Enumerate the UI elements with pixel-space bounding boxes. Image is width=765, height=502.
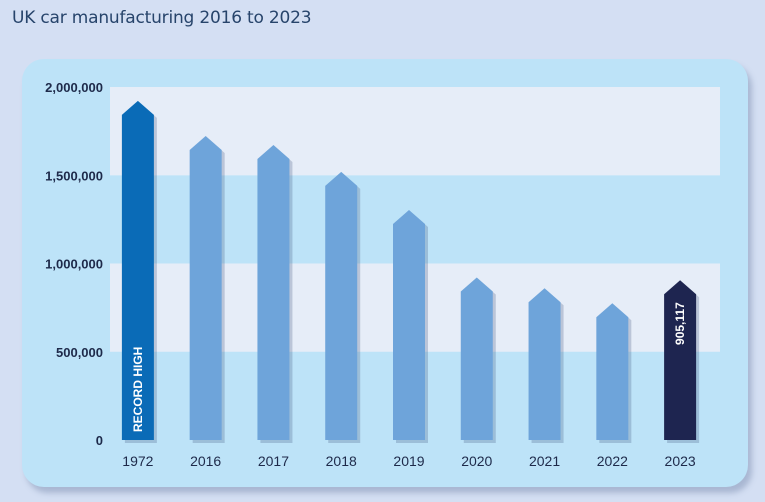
bars: RECORD HIGH 905,117 — [121, 100, 700, 444]
x-tick-label: 2022 — [597, 453, 628, 469]
chart-title: UK car manufacturing 2016 to 2023 — [12, 8, 312, 28]
bar-2020 — [460, 277, 493, 440]
y-tick-label: 1,500,000 — [45, 168, 103, 183]
y-axis-ticks: 0 500,000 1,000,000 1,500,000 2,000,000 — [45, 80, 103, 448]
x-axis-labels: 1972 2016 2017 2018 2019 2020 2021 2022 2023 — [122, 453, 696, 469]
bar-2016 — [189, 135, 222, 441]
bar-2018 — [325, 171, 358, 440]
bar-annotation: 905,117 — [673, 302, 687, 345]
y-tick-label: 2,000,000 — [45, 80, 103, 95]
x-tick-label: 2019 — [393, 453, 424, 469]
y-tick-label: 1,000,000 — [45, 257, 103, 272]
bar-2022 — [596, 303, 629, 440]
bar-1972 — [121, 100, 154, 440]
bar-2019 — [393, 209, 425, 440]
x-tick-label: 2016 — [190, 453, 221, 469]
x-tick-label: 2017 — [258, 453, 289, 469]
x-tick-label: 1972 — [122, 453, 153, 469]
bar-2023 — [664, 280, 697, 440]
bar-annotation: RECORD HIGH — [131, 347, 145, 432]
x-tick-label: 2018 — [326, 453, 357, 469]
y-tick-label: 500,000 — [56, 345, 103, 360]
x-tick-label: 2020 — [461, 453, 492, 469]
x-tick-label: 2021 — [529, 453, 560, 469]
y-tick-label: 0 — [96, 433, 103, 448]
x-tick-label: 2023 — [665, 453, 696, 469]
bar-2021 — [528, 288, 561, 440]
bar-2017 — [257, 145, 290, 441]
